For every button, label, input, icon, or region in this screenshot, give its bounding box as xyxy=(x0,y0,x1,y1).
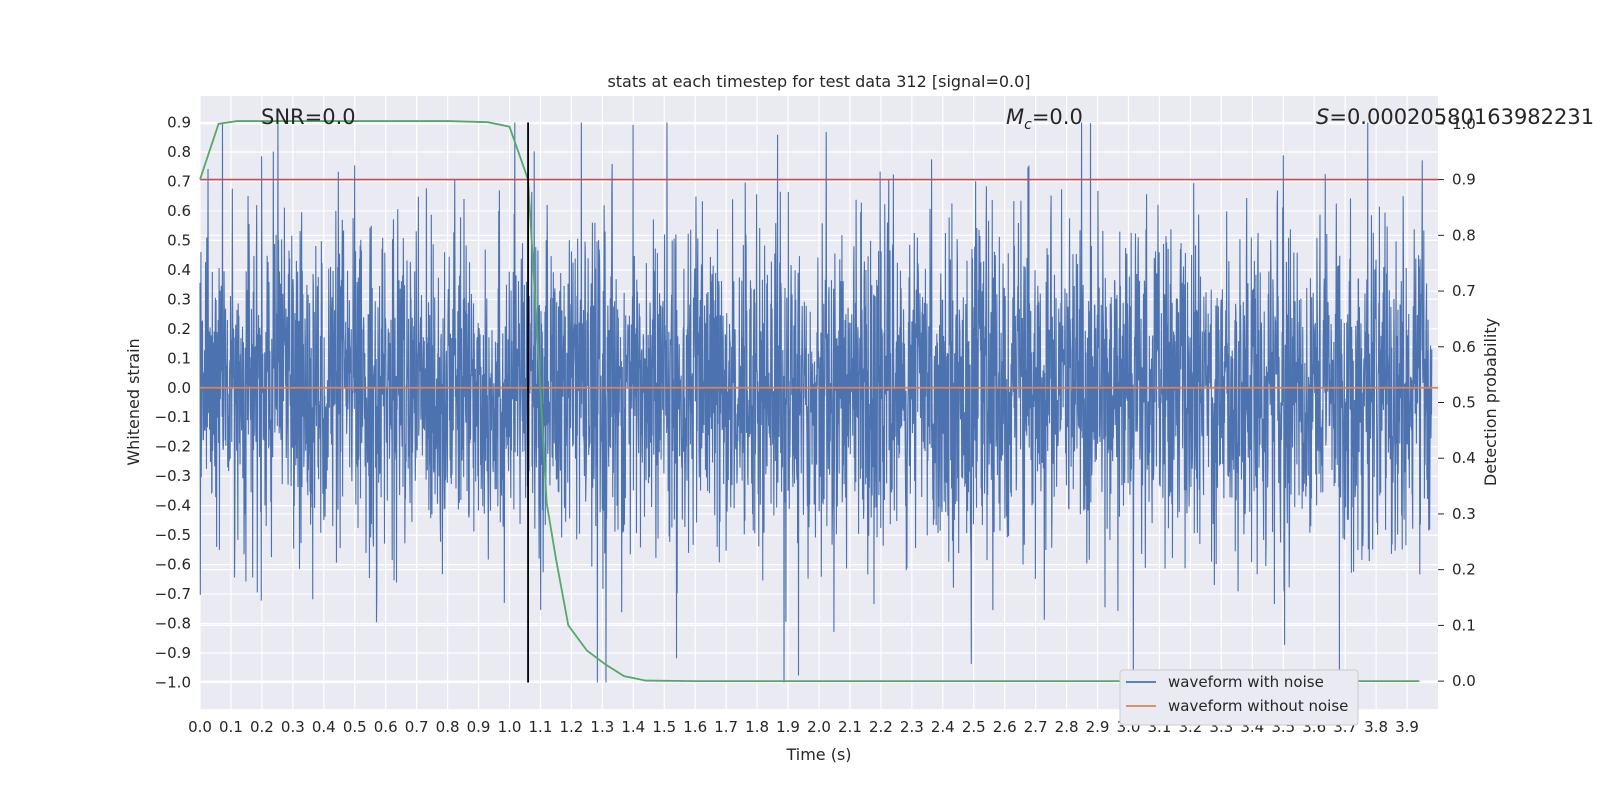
y2-tick-label: 0.8 xyxy=(1452,226,1476,244)
y-tick-label: −0.2 xyxy=(155,438,191,456)
s-symbol: S xyxy=(1316,105,1329,129)
x-tick-label: 0.3 xyxy=(281,718,305,736)
x-tick-label: 1.8 xyxy=(745,718,769,736)
x-tick-label: 0.0 xyxy=(188,718,212,736)
y-tick-label: −0.4 xyxy=(155,497,191,515)
y-tick-label: −0.8 xyxy=(155,615,191,633)
x-tick-label: 0.1 xyxy=(219,718,243,736)
x-tick-label: 0.4 xyxy=(312,718,336,736)
y2-tick-label: 0.5 xyxy=(1452,394,1476,412)
y2-tick-label: 0.4 xyxy=(1452,449,1476,467)
legend: waveform with noise waveform without noi… xyxy=(1119,669,1359,726)
y-tick-label: 0.5 xyxy=(167,231,191,249)
x-tick-label: 2.2 xyxy=(869,718,893,736)
x-tick-label: 3.8 xyxy=(1364,718,1388,736)
x-tick-label: 2.9 xyxy=(1086,718,1110,736)
s-value: =0.00020580163982231 xyxy=(1329,105,1594,129)
y2-tick-label: 0.1 xyxy=(1452,616,1476,634)
y2-tick-label: 1.0 xyxy=(1452,115,1476,133)
y-tick-label: 0.1 xyxy=(167,349,191,367)
x-tick-label: 2.8 xyxy=(1055,718,1079,736)
x-tick-label: 2.4 xyxy=(931,718,955,736)
y-tick-label: 0.2 xyxy=(167,320,191,338)
y2-tick-label: 0.7 xyxy=(1452,282,1476,300)
y-tick-label: −0.9 xyxy=(155,644,191,662)
series-layer xyxy=(199,120,1438,683)
mc-value: =0.0 xyxy=(1032,105,1083,129)
x-tick-label: 1.2 xyxy=(559,718,583,736)
y-tick-label: 0.6 xyxy=(167,202,191,220)
series-detection-probability xyxy=(199,120,1420,683)
legend-label-clean: waveform without noise xyxy=(1168,697,1348,715)
y-tick-label: 0.4 xyxy=(167,261,191,279)
x-axis-label: Time (s) xyxy=(785,745,851,764)
y2-tick-label: 0.3 xyxy=(1452,505,1476,523)
x-tick-label: 1.5 xyxy=(652,718,676,736)
x-tick-label: 1.4 xyxy=(621,718,645,736)
x-tick-label: 1.0 xyxy=(498,718,522,736)
y-tick-label: −0.5 xyxy=(155,526,191,544)
s-annotation: S=0.00020580163982231 xyxy=(1316,105,1594,129)
y-tick-label: −0.1 xyxy=(155,408,191,426)
x-tick-label: 0.5 xyxy=(343,718,367,736)
y2-tick-label: 0.0 xyxy=(1452,672,1476,690)
mc-symbol: M xyxy=(1006,105,1024,129)
x-tick-label: 2.1 xyxy=(838,718,862,736)
x-tick-label: 2.7 xyxy=(1024,718,1048,736)
x-tick-label: 2.6 xyxy=(993,718,1017,736)
x-tick-label: 0.8 xyxy=(436,718,460,736)
x-tick-label: 1.9 xyxy=(776,718,800,736)
tick-labels: 0.0 0.1 0.2 0.3 0.4 0.5 0.6 0.7 0.8 0.9 1.0 1.1 1.2 1… xyxy=(155,114,1476,736)
y-tick-label: 0.0 xyxy=(167,379,191,397)
x-tick-label: 1.6 xyxy=(683,718,707,736)
y-tick-label: −0.6 xyxy=(155,556,191,574)
x-tick-label: 1.7 xyxy=(714,718,738,736)
y-tick-label: −0.3 xyxy=(155,467,191,485)
x-tick-label: 1.3 xyxy=(590,718,614,736)
y2-tick-label: 0.2 xyxy=(1452,561,1476,579)
y2-axis-label: Detection probability xyxy=(1481,318,1500,486)
x-tick-label: 3.9 xyxy=(1395,718,1419,736)
y-tick-label: 0.8 xyxy=(167,143,191,161)
legend-box xyxy=(1119,669,1359,726)
y-tick-label: −0.7 xyxy=(155,585,191,603)
x-tick-label: 0.7 xyxy=(405,718,429,736)
y-tick-label: 0.7 xyxy=(167,172,191,190)
y2-tick-label: 0.6 xyxy=(1452,338,1476,356)
y-axis-label: Whitened strain xyxy=(124,338,143,465)
x-tick-label: 2.5 xyxy=(962,718,986,736)
x-tick-label: 2.0 xyxy=(807,718,831,736)
mc-subscript: c xyxy=(1024,117,1032,133)
snr-annotation: SNR=0.0 xyxy=(261,105,356,129)
y-tick-label: 0.9 xyxy=(167,114,191,132)
mc-annotation: Mc=0.0 xyxy=(1006,105,1083,133)
chart-title: stats at each timestep for test data 312… xyxy=(607,72,1030,91)
y-tick-label: 0.3 xyxy=(167,290,191,308)
legend-label-noise: waveform with noise xyxy=(1168,673,1324,691)
x-tick-label: 2.3 xyxy=(900,718,924,736)
x-tick-label: 1.1 xyxy=(529,718,553,736)
x-tick-label: 0.6 xyxy=(374,718,398,736)
y-tick-label: −1.0 xyxy=(155,673,191,691)
x-tick-label: 0.9 xyxy=(467,718,491,736)
y2-tick-label: 0.9 xyxy=(1452,171,1476,189)
x-tick-label: 0.2 xyxy=(250,718,274,736)
